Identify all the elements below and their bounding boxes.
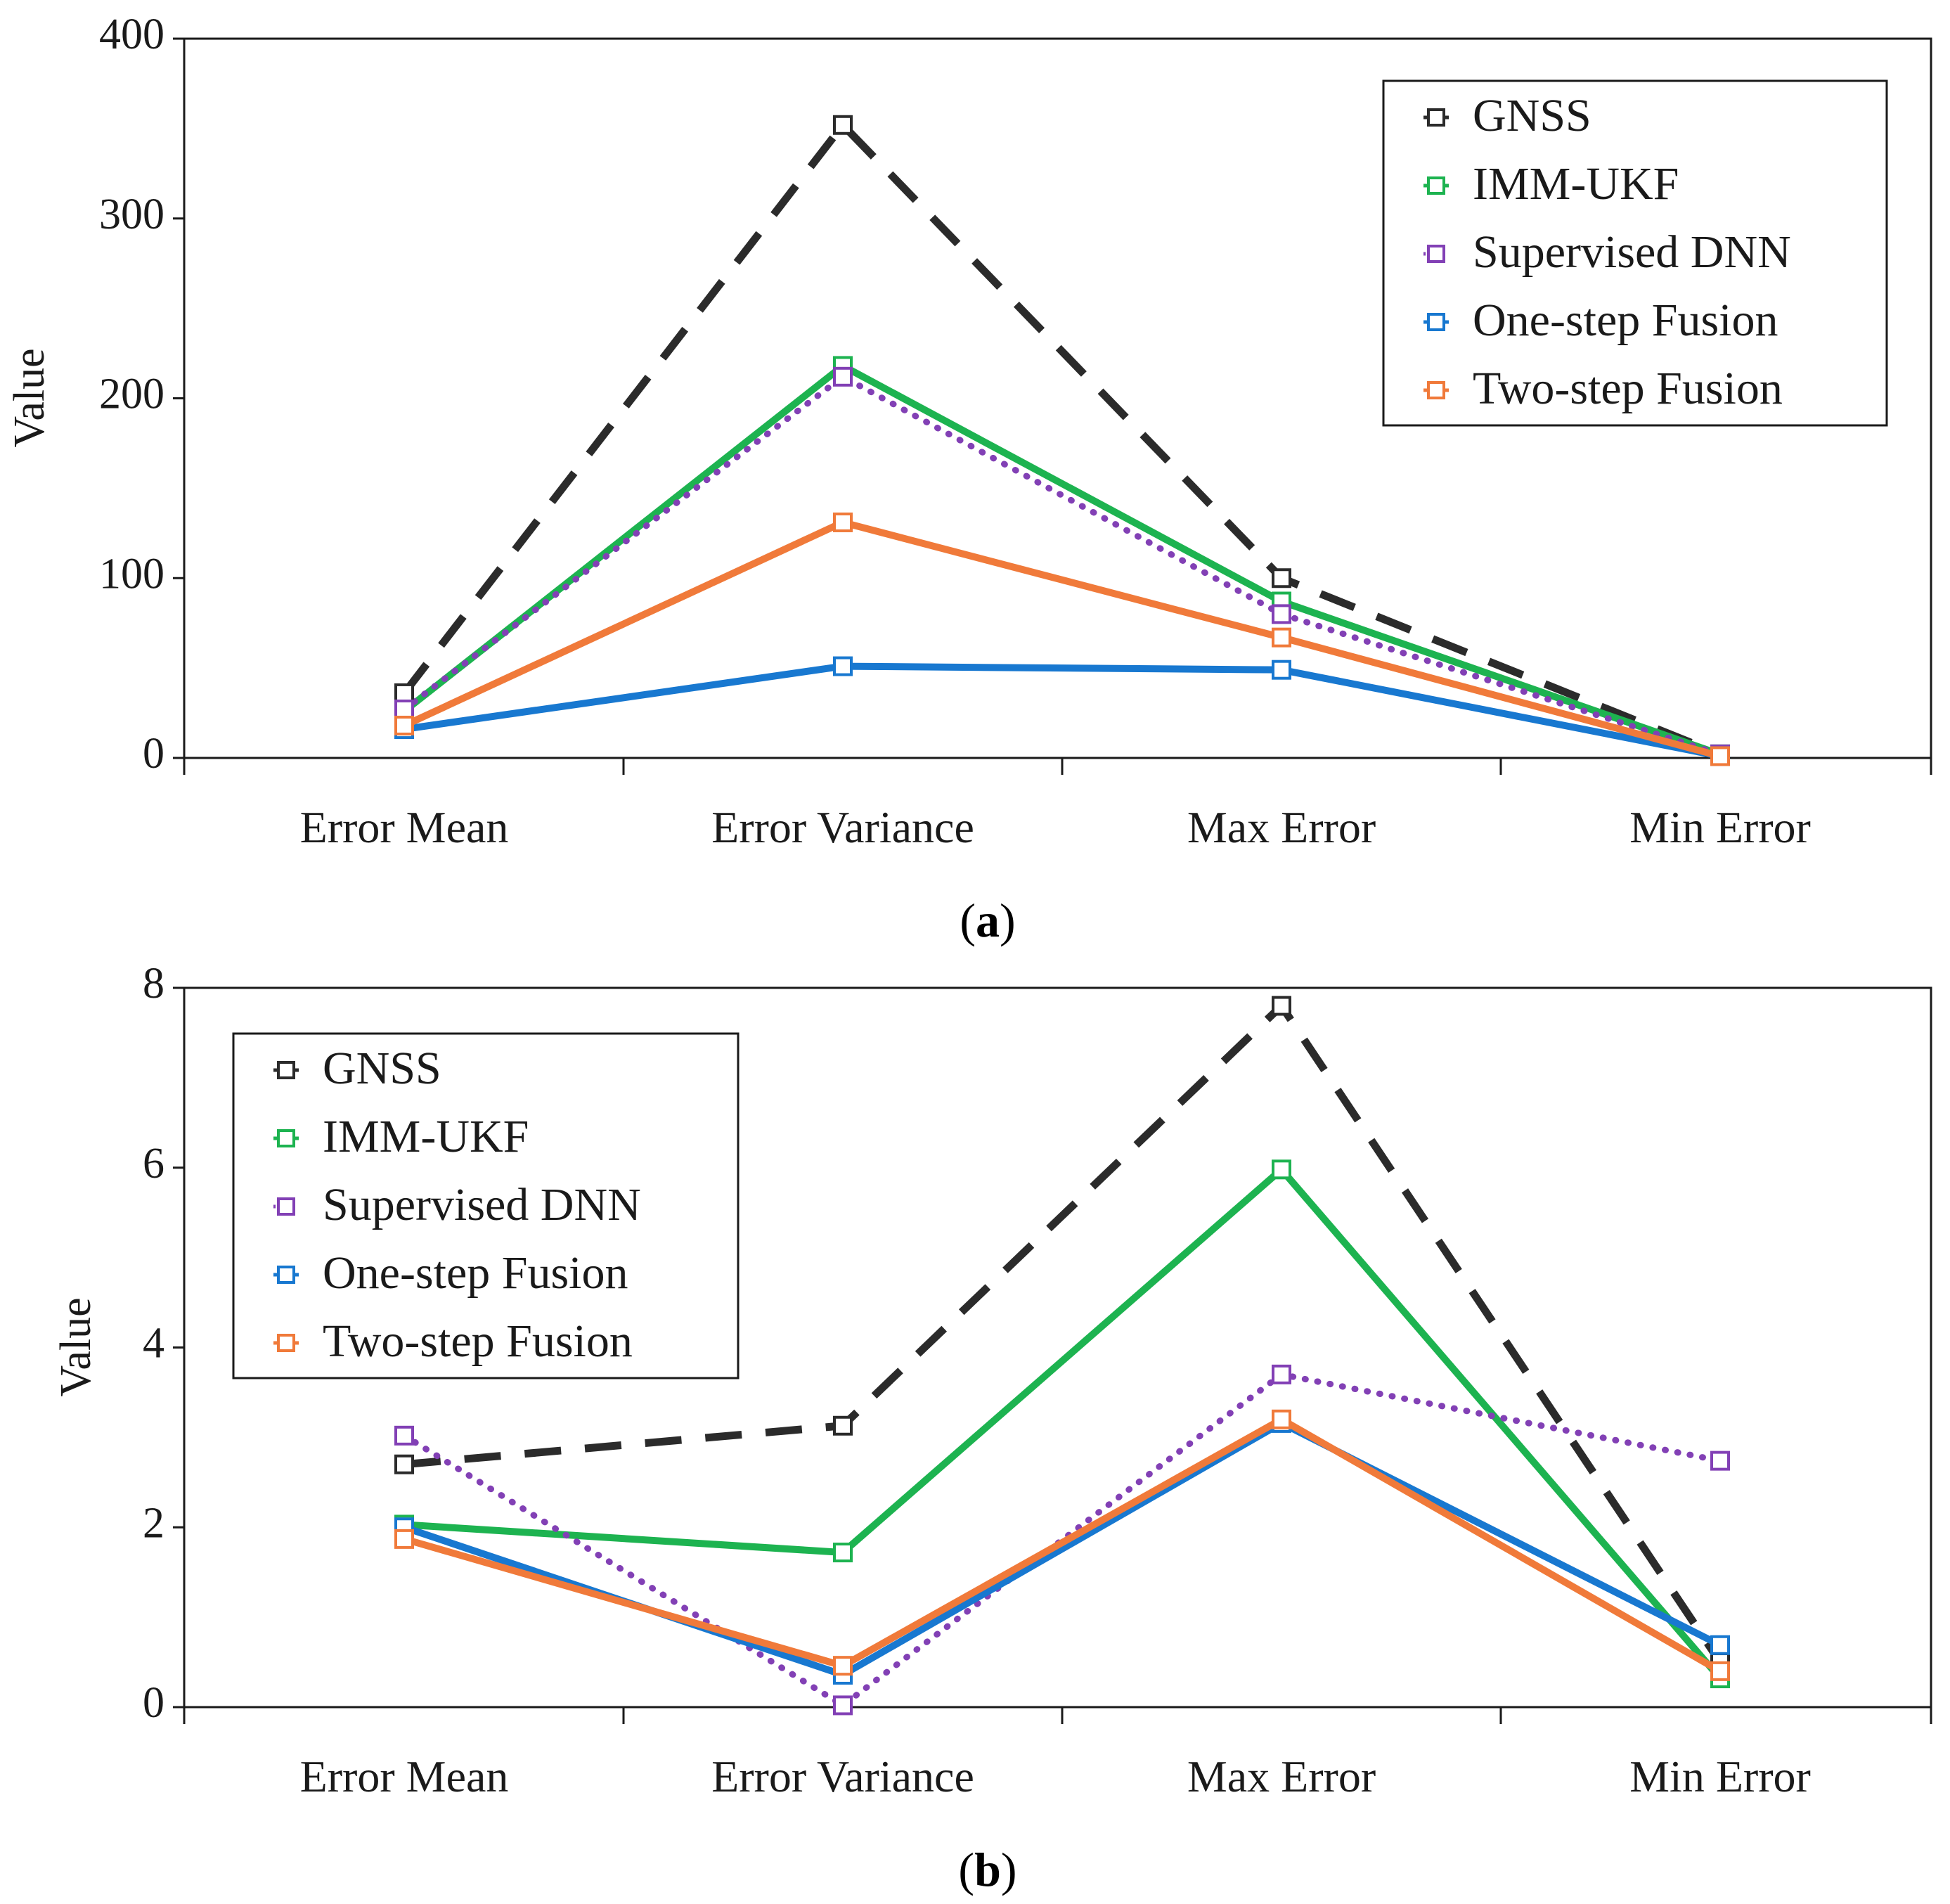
legend-label-b-gnss: GNSS [323, 1043, 441, 1094]
x-tick-label-b-min-error: Min Error [1629, 1751, 1811, 1801]
x-tick-label-b-max-error: Max Error [1187, 1751, 1376, 1801]
legend-marker-b-one-step-fusion [277, 1266, 295, 1284]
data-point-b-gnss-0 [394, 1454, 414, 1474]
y-axis-b: 0 2 4 6 8 [143, 960, 184, 1727]
series-line-b-gnss [403, 1002, 1724, 1665]
y-tick-label-a-4: 400 [99, 11, 164, 58]
series-b [394, 996, 1730, 1716]
data-point-b-supervised-dnn-1 [833, 1695, 853, 1716]
series-line-a-one-step-fusion [401, 662, 1724, 760]
legend-marker-a-gnss [1427, 108, 1445, 127]
x-axis-b: Error Mean Error Variance Max Error Min Err… [183, 1707, 1932, 1801]
legend-label-b-two-step-fusion: Two-step Fusion [323, 1316, 633, 1367]
y-axis-a: 0 100 200 300 400 [99, 11, 184, 778]
data-point-b-gnss-2 [1272, 996, 1291, 1016]
legend-marker-a-imm-ukf [1427, 176, 1445, 195]
data-point-b-supervised-dnn-2 [1272, 1364, 1291, 1384]
y-axis-label-a: Value [6, 348, 53, 447]
legend-marker-b-supervised-dnn [277, 1197, 295, 1216]
data-point-b-one-step-fusion-3 [1710, 1635, 1730, 1655]
data-point-b-supervised-dnn-0 [394, 1425, 414, 1446]
data-point-a-two-step-fusion-1 [833, 512, 853, 532]
data-point-b-imm-ukf-2 [1272, 1159, 1291, 1180]
legend-marker-b-two-step-fusion [277, 1334, 295, 1352]
series-line-a-supervised-dnn [401, 373, 1724, 758]
x-tick-label-b-error-variance: Error Variance [711, 1751, 974, 1801]
y-tick-label-b-2: 4 [143, 1320, 164, 1368]
data-point-a-two-step-fusion-3 [1710, 746, 1730, 766]
data-point-a-gnss-2 [1272, 568, 1291, 588]
data-point-a-gnss-1 [833, 115, 853, 135]
data-point-a-supervised-dnn-2 [1272, 604, 1291, 624]
legend-b: GNSS IMM-UKF Supervised DNN One-step Fusion… [232, 1032, 740, 1379]
data-point-a-one-step-fusion-2 [1272, 660, 1291, 680]
series-line-b-one-step-fusion [401, 1419, 1724, 1678]
data-point-b-gnss-1 [833, 1415, 853, 1436]
legend-label-b-imm-ukf: IMM-UKF [323, 1111, 529, 1162]
data-point-a-one-step-fusion-1 [833, 656, 853, 676]
legend-marker-a-two-step-fusion [1427, 381, 1445, 399]
legend-marker-a-supervised-dnn [1427, 245, 1445, 263]
x-tick-label-a-min-error: Min Error [1629, 802, 1811, 852]
data-point-a-supervised-dnn-0 [394, 699, 414, 719]
series-line-a-imm-ukf [401, 362, 1724, 758]
caption-b: (b) [958, 1843, 1016, 1896]
legend-label-a-one-step-fusion: One-step Fusion [1473, 295, 1778, 346]
y-tick-label-a-3: 300 [99, 191, 164, 238]
data-point-b-two-step-fusion-0 [394, 1529, 414, 1549]
legend-a: GNSS IMM-UKF Supervised DNN One-step Fusion… [1382, 79, 1888, 427]
data-point-a-two-step-fusion-2 [1272, 627, 1291, 648]
x-tick-label-a-max-error: Max Error [1187, 802, 1376, 852]
data-point-a-two-step-fusion-0 [394, 715, 414, 735]
legend-box-b [232, 1032, 740, 1379]
y-tick-label-b-0: 0 [143, 1679, 164, 1727]
data-point-b-supervised-dnn-3 [1710, 1450, 1730, 1471]
legend-box-a [1382, 79, 1888, 427]
series-line-b-imm-ukf [401, 1166, 1724, 1683]
data-point-b-two-step-fusion-1 [833, 1656, 853, 1676]
legend-marker-b-gnss [277, 1061, 295, 1079]
x-tick-label-b-error-mean: Error Mean [300, 1751, 509, 1801]
legend-label-a-supervised-dnn: Supervised DNN [1473, 226, 1791, 278]
series-line-b-supervised-dnn [401, 1371, 1724, 1709]
legend-label-a-two-step-fusion: Two-step Fusion [1473, 363, 1783, 414]
caption-a: (a) [960, 894, 1015, 947]
y-tick-label-b-4: 8 [143, 960, 164, 1008]
y-axis-label-b: Value [52, 1297, 100, 1396]
x-tick-label-a-error-mean: Error Mean [300, 802, 509, 852]
panel-a: 0 100 200 300 400 Error Mean Error Variance Ma… [6, 11, 1932, 947]
y-tick-label-a-0: 0 [143, 730, 164, 778]
legend-marker-a-one-step-fusion [1427, 313, 1445, 331]
panel-b: 0 2 4 6 8 Error Mean Error Variance Max Error M… [52, 960, 1932, 1896]
legend-label-b-one-step-fusion: One-step Fusion [323, 1247, 628, 1299]
x-tick-label-a-error-variance: Error Variance [711, 802, 974, 852]
series-line-a-two-step-fusion [401, 518, 1724, 760]
data-point-b-two-step-fusion-2 [1272, 1409, 1291, 1429]
caption-letter-a: a [976, 894, 1000, 947]
legend-label-a-imm-ukf: IMM-UKF [1473, 158, 1679, 210]
data-point-b-two-step-fusion-3 [1710, 1661, 1730, 1681]
legend-marker-b-imm-ukf [277, 1129, 295, 1147]
y-tick-label-a-2: 200 [99, 371, 164, 418]
series-line-b-two-step-fusion [401, 1415, 1724, 1675]
data-point-a-gnss-0 [394, 683, 414, 703]
legend-label-b-supervised-dnn: Supervised DNN [323, 1179, 641, 1230]
y-tick-label-b-3: 6 [143, 1140, 164, 1188]
legend-label-a-gnss: GNSS [1473, 90, 1591, 141]
series-a [394, 115, 1730, 766]
y-tick-label-b-1: 2 [143, 1499, 164, 1547]
series-line-a-gnss [401, 121, 1722, 758]
data-point-b-imm-ukf-1 [833, 1543, 853, 1563]
data-point-a-supervised-dnn-1 [833, 366, 853, 387]
y-tick-label-a-1: 100 [99, 550, 164, 598]
caption-letter-b: b [974, 1843, 1001, 1896]
x-axis-a: Error Mean Error Variance Max Error Min Err… [183, 758, 1932, 852]
